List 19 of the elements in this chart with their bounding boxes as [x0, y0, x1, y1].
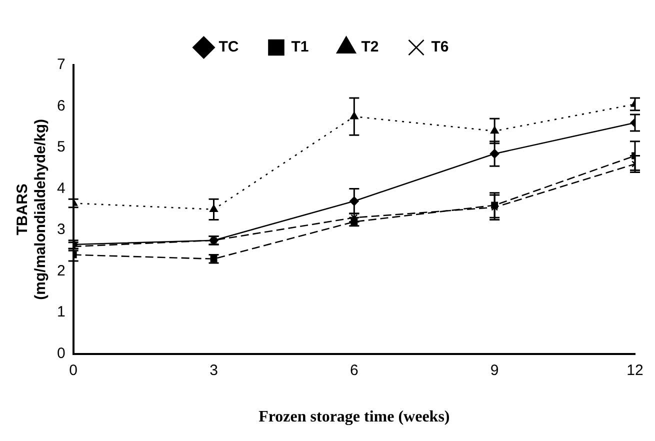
legend-label: T2 — [361, 38, 379, 56]
x-tick-label: 6 — [350, 362, 358, 379]
y-tick-label: 3 — [57, 221, 66, 238]
y-tick-label: 6 — [57, 97, 66, 114]
y-axis-title: TBARS (mg/malondialdehyde/kg) — [14, 118, 50, 300]
x-tick-label: 3 — [210, 362, 218, 379]
y-tick-label: 7 — [57, 56, 66, 74]
y-tick-label: 5 — [57, 138, 66, 156]
x-tick-label: 12 — [626, 362, 644, 379]
y-tick-label: 0 — [57, 344, 66, 362]
y-tick-label: 2 — [57, 262, 66, 280]
x-tick-label: 9 — [490, 362, 499, 379]
x-tick-label: 0 — [69, 362, 78, 379]
legend-label: T6 — [431, 38, 449, 56]
legend-label: T1 — [291, 38, 309, 56]
y-tick-label: 4 — [57, 180, 66, 197]
x-axis-title: Frozen storage time (weeks) — [258, 408, 450, 426]
legend-label: TC — [218, 38, 239, 56]
y-tick-label: 1 — [57, 304, 66, 321]
